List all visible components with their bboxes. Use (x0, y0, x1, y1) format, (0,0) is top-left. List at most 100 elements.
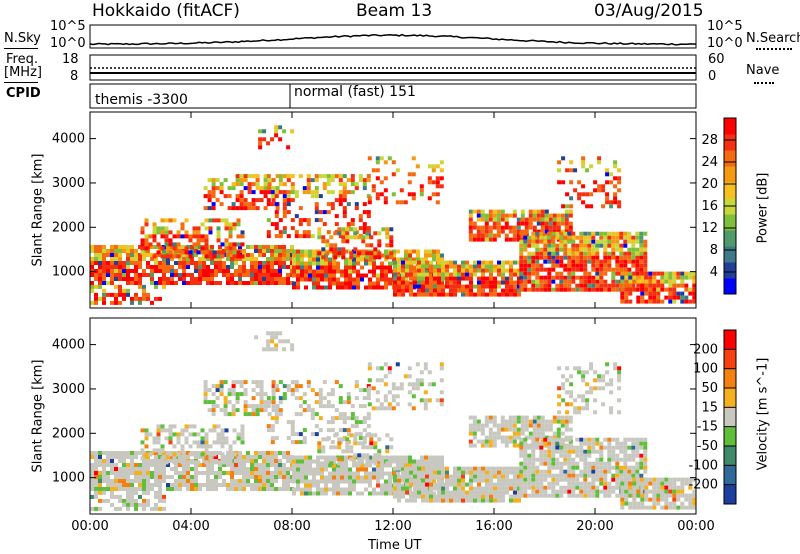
heatmap-cell (366, 214, 371, 219)
heatmap-cell (489, 268, 493, 273)
heatmap-cell (206, 463, 210, 467)
heatmap-cell (617, 398, 622, 403)
heatmap-cell (531, 259, 536, 264)
heatmap-cell (226, 487, 230, 491)
heatmap-cell (226, 253, 230, 257)
heatmap-cell (567, 247, 572, 252)
heatmap-cell (623, 473, 628, 478)
heatmap-cell (428, 249, 432, 254)
heatmap-cell (527, 275, 532, 280)
heatmap-cell (559, 259, 564, 264)
heatmap-cell (439, 378, 444, 383)
heatmap-cell (527, 465, 532, 470)
heatmap-cell (480, 423, 485, 428)
heatmap-cell (564, 427, 569, 432)
heatmap-cell (306, 178, 311, 183)
heatmap-cell (368, 269, 372, 274)
heatmap-cell (182, 265, 186, 269)
heatmap-cell (393, 268, 397, 273)
heatmap-cell (384, 491, 388, 496)
heatmap-cell (587, 485, 592, 490)
heatmap-cell (591, 243, 596, 248)
heatmap-cell (392, 249, 396, 254)
heatmap-cell (270, 347, 275, 352)
heatmap-cell (601, 374, 606, 379)
heatmap-cell (484, 213, 489, 218)
heatmap-cell (523, 231, 528, 236)
heatmap-cell (527, 239, 532, 244)
heatmap-cell (548, 427, 553, 432)
heatmap-cell (202, 483, 206, 487)
heatmap-cell (644, 497, 649, 502)
heatmap-cell (304, 491, 308, 496)
heatmap-cell (609, 382, 614, 387)
heatmap-cell (180, 448, 185, 453)
heatmap-cell (308, 277, 312, 282)
heatmap-cell (644, 485, 649, 490)
heatmap-cell (278, 380, 283, 385)
heatmap-cell (208, 218, 213, 223)
heatmap-cell (547, 251, 552, 256)
heatmap-cell (172, 452, 177, 457)
heatmap-cell (385, 433, 390, 438)
heatmap-cell (664, 485, 669, 490)
heatmap-cell (556, 213, 561, 218)
heatmap-cell (581, 156, 586, 161)
heatmap-cell (190, 281, 194, 285)
heatmap-cell (246, 467, 250, 471)
heatmap-cell (644, 481, 649, 486)
heatmap-cell (134, 487, 138, 491)
heatmap-cell (130, 253, 134, 257)
heatmap-cell (523, 259, 528, 264)
heatmap-cell (314, 178, 319, 183)
heatmap-cell (282, 487, 286, 491)
heatmap-cell (376, 285, 380, 290)
heatmap-cell (552, 431, 557, 436)
heatmap-cell (583, 493, 588, 498)
heatmap-cell (216, 238, 221, 243)
heatmap-cell (118, 498, 122, 503)
heatmap-cell (477, 288, 481, 293)
heatmap-cell (409, 292, 413, 297)
heatmap-cell (126, 483, 130, 487)
heatmap-cell (345, 239, 350, 244)
heatmap-cell (401, 486, 405, 491)
heatmap-cell (611, 231, 616, 236)
heatmap-cell (282, 206, 287, 211)
heatmap-cell (126, 273, 130, 277)
heatmap-cell (178, 257, 182, 261)
heatmap-cell (569, 180, 574, 185)
heatmap-cell (342, 194, 347, 199)
heatmap-cell (571, 231, 576, 236)
heatmap-cell (615, 267, 620, 272)
heatmap-cell (680, 283, 685, 288)
heatmap-cell (395, 200, 400, 205)
heatmap-cell (380, 455, 384, 460)
heatmap-cell (210, 459, 214, 463)
heatmap-cell (182, 483, 186, 487)
heatmap-cell (523, 247, 528, 252)
heatmap-cell (259, 198, 264, 203)
heatmap-cell (627, 477, 632, 482)
heatmap-cell (286, 253, 290, 257)
heatmap-cell (259, 190, 264, 195)
heatmap-cell (328, 479, 332, 484)
heatmap-cell (375, 378, 380, 383)
heatmap-cell (352, 277, 356, 282)
heatmap-cell (332, 475, 336, 480)
heatmap-cell (326, 400, 331, 405)
heatmap-cell (270, 475, 274, 479)
heatmap-cell (118, 494, 122, 499)
heatmap-cell (473, 284, 477, 289)
heatmap-cell (497, 264, 501, 269)
heatmap-cell (415, 362, 420, 367)
heatmap-cell (384, 471, 388, 476)
heatmap-cell (258, 451, 262, 455)
heatmap-cell (676, 295, 681, 300)
heatmap-cell (543, 449, 548, 454)
heatmap-cell (306, 186, 311, 191)
heatmap-cell (126, 249, 130, 253)
heatmap-cell (435, 200, 440, 205)
heatmap-cell (552, 229, 557, 234)
heatmap-cell (324, 475, 328, 480)
